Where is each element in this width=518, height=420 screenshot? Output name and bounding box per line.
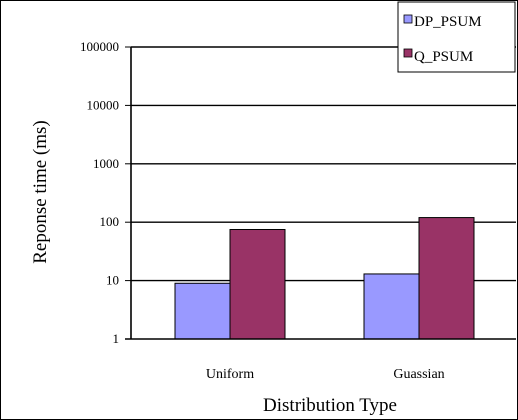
y-tick-label: 1000 [93,156,119,171]
legend-box [397,1,516,73]
y-tick-label: 1 [113,331,120,346]
bar-q-psum-uniform [229,228,286,340]
y-tick-label: 100000 [80,39,119,54]
y-tick-label: 10000 [87,97,120,112]
legend: DP_PSUM Q_PSUM [397,1,516,73]
axes [125,47,516,340]
y-axis-title: Reponse time (ms) [30,120,51,264]
bar-dp-psum-uniform [174,282,231,340]
y-tick-label: 100 [100,214,120,229]
x-category-label: Guassian [393,367,444,382]
x-category-labels: Uniform Guassian [206,367,445,382]
legend-swatch-q-psum [403,48,413,58]
x-axis-title: Distribution Type [263,395,397,416]
x-category-label: Uniform [206,367,254,382]
legend-label-dp-psum: DP_PSUM [414,14,482,30]
legend-swatch-dp-psum [403,14,413,24]
y-tick-labels: 1 10 100 1000 10000 100000 [80,39,131,346]
bar-q-psum-guassian [418,217,475,340]
bar-dp-psum-guassian [363,273,420,340]
bars [174,217,475,340]
y-tick-label: 10 [106,273,119,288]
legend-label-q-psum: Q_PSUM [414,49,473,65]
